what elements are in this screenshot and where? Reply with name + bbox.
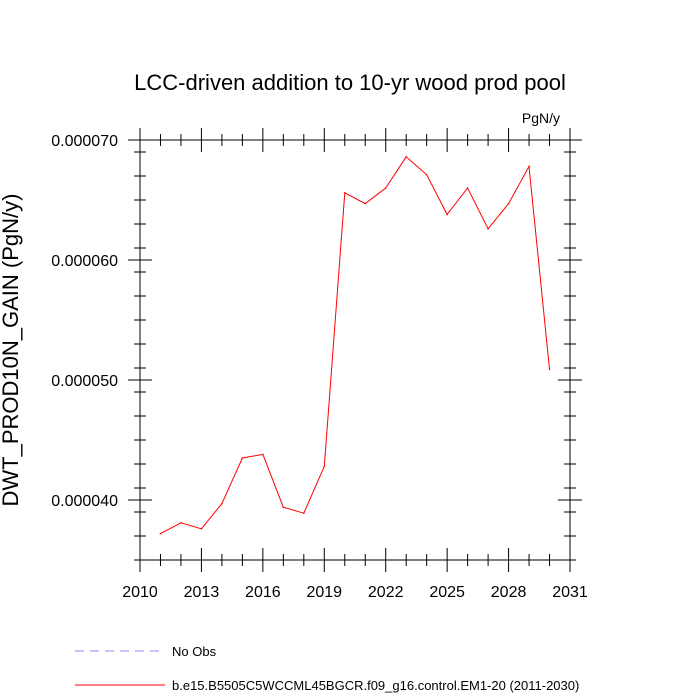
data-point	[487, 228, 489, 230]
data-point	[466, 187, 469, 189]
y-axis-title: DWT_PROD10N_GAIN (PgN/y)	[0, 194, 23, 507]
y-tick-label: 0.000070	[51, 133, 118, 150]
data-point	[528, 165, 530, 168]
data-point	[241, 457, 244, 459]
units-label: PgN/y	[522, 110, 560, 126]
data-point	[507, 202, 510, 205]
data-point	[364, 202, 367, 205]
data-point	[159, 532, 162, 535]
x-tick-label: 2010	[122, 584, 158, 601]
legend-label-control: b.e15.B5505C5WCCML45BGCR.f09_g16.control…	[172, 678, 579, 693]
y-tick-labels: 0.000040 0.000050 0.000060 0.000070	[51, 133, 118, 510]
major-ticks	[128, 128, 582, 572]
minor-ticks	[134, 134, 576, 566]
x-tick-labels: 2010 2013 2016 2019 2022 2025 2028 2031	[122, 584, 588, 601]
y-tick-label: 0.000040	[51, 493, 118, 510]
data-point	[425, 174, 428, 176]
plot-frame	[139, 139, 571, 561]
data-point	[200, 528, 203, 530]
x-tick-label: 2031	[552, 584, 588, 601]
data-point	[405, 156, 407, 158]
x-tick-label: 2016	[245, 584, 281, 601]
x-tick-label: 2019	[306, 584, 342, 601]
x-tick-label: 2025	[429, 584, 465, 601]
data-point	[548, 368, 551, 371]
x-tick-label: 2022	[368, 584, 404, 601]
legend: No Obs b.e15.B5505C5WCCML45BGCR.f09_g16.…	[75, 644, 579, 693]
series-line	[160, 156, 550, 535]
legend-label-no-obs: No Obs	[172, 644, 217, 659]
series-layer	[159, 156, 551, 535]
x-tick-label: 2013	[184, 584, 220, 601]
data-point	[282, 506, 285, 509]
y-tick-label: 0.000060	[51, 253, 118, 270]
data-point	[446, 213, 448, 216]
chart-title: LCC-driven addition to 10-yr wood prod p…	[134, 70, 566, 95]
data-point	[343, 192, 346, 194]
data-point	[180, 522, 182, 524]
x-tick-label: 2028	[491, 584, 527, 601]
data-point	[323, 465, 326, 468]
data-point	[262, 453, 264, 456]
data-point	[221, 502, 223, 505]
y-tick-label: 0.000050	[51, 373, 118, 390]
data-point	[384, 187, 387, 189]
data-point	[303, 512, 305, 514]
